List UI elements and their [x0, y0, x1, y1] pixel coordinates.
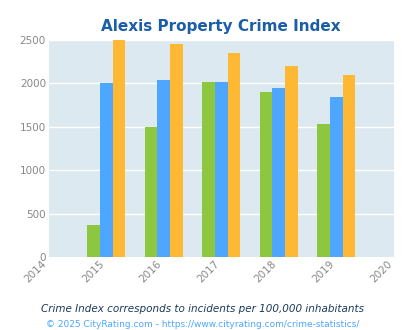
- Bar: [227, 53, 240, 257]
- Text: © 2025 CityRating.com - https://www.cityrating.com/crime-statistics/: © 2025 CityRating.com - https://www.city…: [46, 320, 359, 329]
- Legend: Alexis, Illinois, National: Alexis, Illinois, National: [95, 329, 346, 330]
- Bar: [145, 127, 157, 257]
- Bar: [87, 225, 100, 257]
- Title: Alexis Property Crime Index: Alexis Property Crime Index: [101, 19, 340, 34]
- Bar: [284, 66, 297, 257]
- Bar: [170, 45, 182, 257]
- Bar: [202, 82, 214, 257]
- Bar: [317, 124, 329, 257]
- Bar: [100, 83, 112, 257]
- Bar: [259, 92, 272, 257]
- Bar: [342, 75, 354, 257]
- Bar: [272, 88, 284, 257]
- Bar: [157, 80, 170, 257]
- Bar: [329, 97, 342, 257]
- Text: Crime Index corresponds to incidents per 100,000 inhabitants: Crime Index corresponds to incidents per…: [41, 304, 364, 314]
- Bar: [112, 41, 125, 257]
- Bar: [214, 82, 227, 257]
